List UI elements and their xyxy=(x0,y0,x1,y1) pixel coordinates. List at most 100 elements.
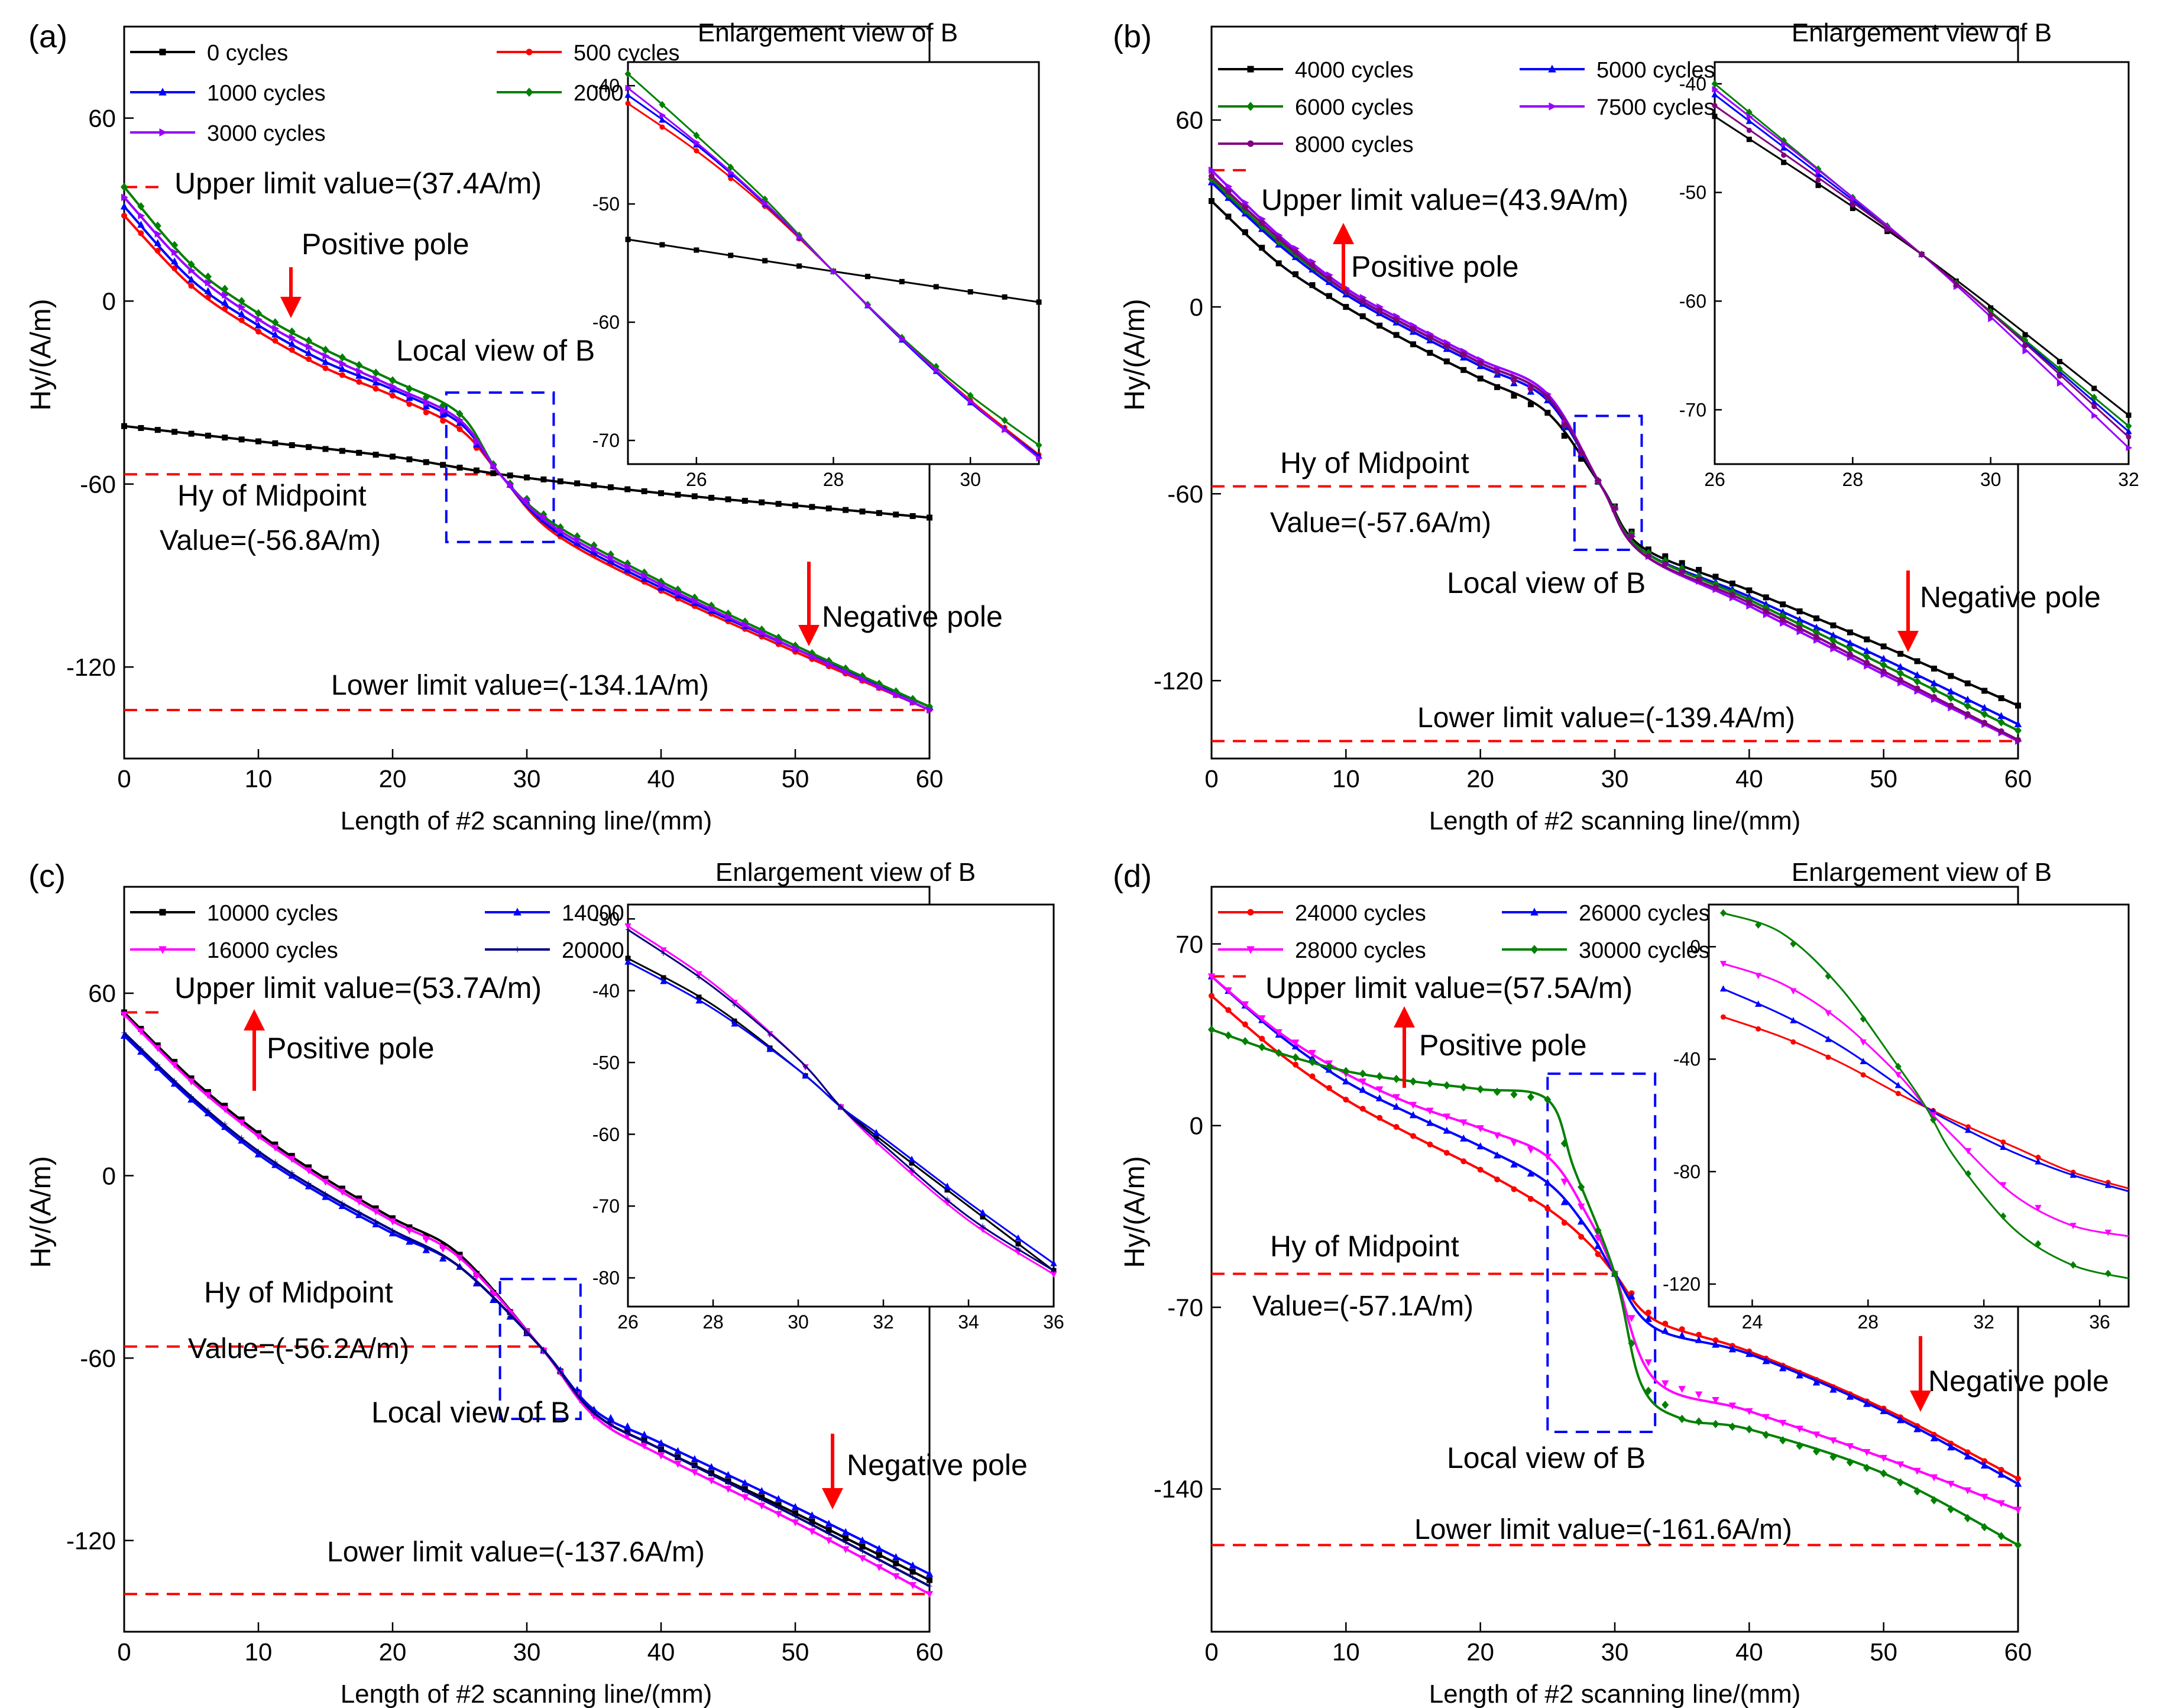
series-point xyxy=(759,628,766,637)
series-point xyxy=(1981,709,1988,718)
series-point xyxy=(1712,584,1719,591)
series-point xyxy=(540,476,547,482)
series-point xyxy=(1410,341,1416,348)
series-point xyxy=(875,1564,883,1571)
series-point xyxy=(692,1463,698,1469)
legend-marker xyxy=(526,48,533,56)
inset-series-point xyxy=(1711,80,1718,88)
series-point xyxy=(2014,726,2022,735)
series-point xyxy=(1392,1074,1400,1083)
series-point xyxy=(338,365,346,372)
series-point xyxy=(1847,629,1853,636)
inset-axis-ytick-label: -50 xyxy=(1679,182,1706,203)
series-point xyxy=(1376,1072,1384,1081)
inset-series-point xyxy=(1745,117,1753,124)
legend-label: 28000 cycles xyxy=(1295,938,1426,963)
series-point xyxy=(808,1528,816,1535)
series-point xyxy=(1948,673,1954,679)
inset-series-point xyxy=(1781,141,1787,148)
series-point xyxy=(1527,401,1534,407)
series-point xyxy=(1359,297,1366,304)
series-point xyxy=(791,1503,799,1511)
negative-pole-label: Negative pole xyxy=(822,600,1003,633)
panel-3: (d) 0 10 20 30 40 50 60 -140 -70 0 70 Length of #2 s… xyxy=(1113,858,2130,1708)
series-point xyxy=(306,343,313,351)
series-point xyxy=(1812,1378,1821,1386)
series-point xyxy=(1695,1336,1703,1343)
series-point xyxy=(456,465,463,471)
inset-series-point xyxy=(864,302,872,309)
inset-series-point xyxy=(624,958,631,965)
series-point xyxy=(843,667,850,676)
series-point xyxy=(1225,213,1232,220)
series-point xyxy=(1628,1339,1635,1348)
series-point xyxy=(1662,1380,1669,1388)
inset-series-point xyxy=(1815,168,1822,176)
inset-axis-frame xyxy=(1708,903,2130,1308)
series-point xyxy=(809,1522,815,1528)
inset-axis-ytick-label: -50 xyxy=(592,1052,620,1073)
series-point xyxy=(388,376,397,385)
series-point xyxy=(238,297,245,306)
series-point xyxy=(1443,1113,1451,1121)
series-point xyxy=(825,505,832,512)
series-point xyxy=(725,496,731,503)
series-point xyxy=(876,1552,882,1558)
series-point xyxy=(1527,1169,1535,1177)
series-point xyxy=(255,1148,261,1154)
inset-title: Enlargement view of B xyxy=(715,858,976,887)
inset-series-point xyxy=(864,274,870,280)
series-point xyxy=(742,1488,748,1494)
inset-series-point xyxy=(767,1032,772,1038)
inset-series-point xyxy=(1719,985,1727,992)
series-point xyxy=(1443,358,1450,365)
inset-series-point xyxy=(1051,1268,1056,1273)
inset-series-point xyxy=(1815,177,1821,183)
series-point xyxy=(909,698,917,706)
inset-series-point xyxy=(624,923,631,930)
series-point xyxy=(1209,173,1214,179)
series-point xyxy=(373,1218,379,1224)
local-view-label: Local view of B xyxy=(371,1396,570,1429)
legend-marker xyxy=(513,908,522,916)
inset-axis-xtick-label: 32 xyxy=(873,1311,894,1333)
inset-series-point xyxy=(796,234,803,241)
inset-axis-xtick-label: 28 xyxy=(1858,1311,1879,1333)
series-point xyxy=(1896,1416,1905,1424)
inset-series-point xyxy=(2069,1171,2077,1178)
series-point xyxy=(2014,1479,2022,1487)
inset-series-point xyxy=(2091,393,2098,401)
inset-axis-xtick-label: 30 xyxy=(1980,469,2001,490)
series-point xyxy=(120,183,128,192)
series-point xyxy=(205,279,212,287)
series-point xyxy=(390,1227,396,1233)
series-point xyxy=(507,480,514,488)
series-point xyxy=(675,589,682,597)
series-point xyxy=(825,1537,833,1545)
series-point xyxy=(1762,1414,1770,1421)
series-point xyxy=(423,409,429,416)
inset-series-point xyxy=(1781,160,1787,166)
series-point xyxy=(1914,685,1920,692)
series-point xyxy=(221,298,229,306)
y-axis-label: Hy/(A/m) xyxy=(25,299,57,410)
series-point xyxy=(306,1180,312,1186)
y-axis-label: Hy/(A/m) xyxy=(1119,299,1151,410)
inset-background xyxy=(628,62,1039,464)
series-point xyxy=(927,706,934,714)
series-point xyxy=(1511,377,1517,383)
midpoint-value-label: Value=(-57.6A/m) xyxy=(1270,507,1491,539)
main-axis-ytick-label: 0 xyxy=(102,287,116,315)
inset-series-point xyxy=(831,268,837,275)
series-point xyxy=(1964,680,1971,686)
legend-marker xyxy=(159,909,166,916)
legend-marker xyxy=(1246,946,1255,954)
series-point xyxy=(1644,1315,1653,1323)
series-point xyxy=(1897,650,1904,657)
series-point xyxy=(759,1496,765,1502)
inset-series-point xyxy=(1860,1058,1867,1064)
series-point xyxy=(876,683,883,691)
series-point xyxy=(1477,1166,1484,1173)
series-point xyxy=(1242,229,1248,235)
inset-axis-xtick-label: 24 xyxy=(1742,1311,1763,1333)
